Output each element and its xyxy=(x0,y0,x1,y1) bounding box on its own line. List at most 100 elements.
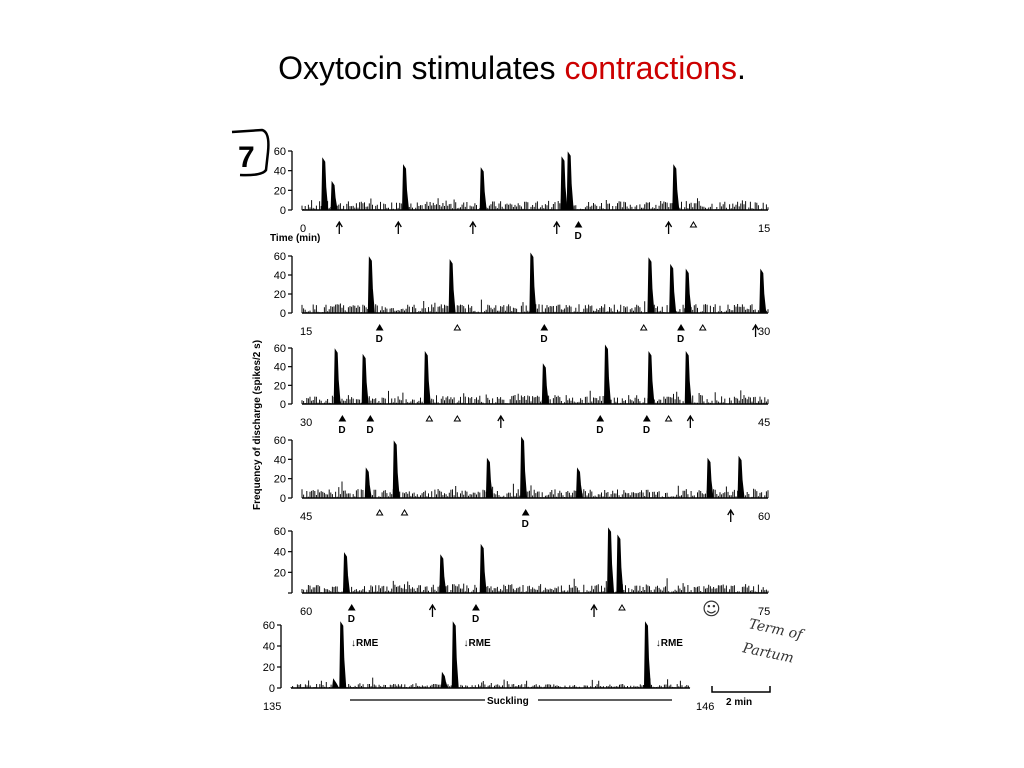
spike-1-5 xyxy=(560,156,568,211)
x-tick-label-start-2: 15 xyxy=(300,326,312,338)
trace-panel-6: 0 20 40 60 135 146 ↓RME ↓RME ↓RME xyxy=(263,620,715,713)
y-tick-label-2-20: 20 xyxy=(274,289,286,301)
slide-title: Oxytocin stimulates contractions. xyxy=(0,50,1024,87)
d-marker-label-3-6: D xyxy=(596,425,603,436)
spike-1-1 xyxy=(321,157,329,211)
trace-panel-3: 0 20 40 60 30 45 D D D D xyxy=(274,343,771,436)
d-marker-label-4-3: D xyxy=(522,519,529,530)
y-tick-label-1-0: 0 xyxy=(280,205,286,217)
y-tick-label-3-40: 40 xyxy=(274,362,286,374)
handwritten-symbol: ☺ xyxy=(702,599,721,620)
filled-triangle-marker-3-1 xyxy=(338,415,347,422)
spike-6-5 xyxy=(643,621,652,689)
baseline-activity-4 xyxy=(301,481,769,498)
x-tick-label-end-3: 45 xyxy=(758,417,770,429)
spike-3-6 xyxy=(647,351,655,405)
arrow-marker-4-4 xyxy=(727,508,735,522)
filled-triangle-marker-2-1 xyxy=(375,324,384,331)
spike-6-4 xyxy=(451,621,459,689)
spike-2-5 xyxy=(669,263,677,314)
filled-triangle-marker-2-3 xyxy=(540,324,549,331)
spike-4-6 xyxy=(706,457,714,499)
spike-5-2 xyxy=(439,554,447,594)
y-tick-label-3-0: 0 xyxy=(280,399,286,411)
y-tick-label-4-0: 0 xyxy=(280,493,286,505)
open-triangle-marker-3-4 xyxy=(453,415,462,422)
open-triangle-marker-4-2 xyxy=(400,509,409,516)
d-marker-label-5-3: D xyxy=(472,614,479,625)
title-text-after: . xyxy=(736,50,746,86)
y-tick-label-3-20: 20 xyxy=(274,380,286,392)
arrow-marker-1-1 xyxy=(335,220,343,234)
arrow-marker-3-5 xyxy=(497,414,505,428)
d-marker-label-2-3: D xyxy=(540,334,547,345)
arrow-marker-5-4 xyxy=(590,603,598,617)
spike-4-3 xyxy=(485,457,493,499)
baseline-activity-5 xyxy=(301,577,769,593)
spike-3-7 xyxy=(684,351,692,405)
panel-number-box xyxy=(231,128,270,177)
y-tick-label-4-20: 20 xyxy=(274,474,286,486)
d-marker-label-3-1: D xyxy=(338,425,345,436)
spike-4-2 xyxy=(392,440,400,499)
x-tick-label-start-3: 30 xyxy=(300,417,312,429)
spike-1-6 xyxy=(566,151,574,211)
rme-annotation-3: ↓RME xyxy=(656,638,684,649)
handwritten-note-line1: Term of xyxy=(747,616,806,644)
rme-annotation-1: ↓RME xyxy=(351,638,379,649)
y-tick-label-5-60: 60 xyxy=(274,526,286,538)
spike-5-1 xyxy=(342,552,351,594)
spike-6-2 xyxy=(339,621,347,689)
y-tick-label-2-0: 0 xyxy=(280,308,286,320)
filled-triangle-marker-1-5 xyxy=(574,221,583,228)
y-tick-label-5-20: 20 xyxy=(274,567,286,579)
spike-2-6 xyxy=(684,268,692,314)
spike-4-1 xyxy=(364,467,372,499)
y-tick-label-2-60: 60 xyxy=(274,251,286,263)
d-marker-label-5-1: D xyxy=(348,614,355,625)
arrow-marker-2-7 xyxy=(752,323,760,337)
d-marker-label-2-5: D xyxy=(677,334,684,345)
arrow-marker-1-3 xyxy=(469,220,477,234)
open-triangle-marker-5-5 xyxy=(618,604,626,611)
x-tick-label-end-6: 146 xyxy=(696,701,714,713)
filled-triangle-marker-2-5 xyxy=(677,324,685,331)
suckling-label: Suckling xyxy=(487,696,529,707)
x-tick-label-start-1: 0 xyxy=(300,223,306,235)
spike-4-4 xyxy=(520,436,528,499)
trace-panel-5: 20 40 60 60 75 D D xyxy=(274,526,771,625)
x-tick-label-start-5: 60 xyxy=(300,606,312,618)
spike-4-7 xyxy=(737,455,745,499)
spike-3-4 xyxy=(541,363,549,405)
filled-triangle-marker-4-3 xyxy=(521,509,530,516)
x-tick-label-start-6: 135 xyxy=(263,701,281,713)
x-tick-label-end-1: 15 xyxy=(758,223,770,235)
x-tick-label-start-4: 45 xyxy=(300,511,312,523)
filled-triangle-marker-5-3 xyxy=(472,604,480,611)
filled-triangle-marker-3-7 xyxy=(642,415,651,422)
filled-triangle-marker-5-1 xyxy=(347,604,356,611)
y-tick-label-5-40: 40 xyxy=(274,547,286,559)
spike-3-3 xyxy=(423,351,431,405)
spike-3-5 xyxy=(603,344,611,405)
baseline-activity-1 xyxy=(301,198,769,210)
spike-1-7 xyxy=(672,164,680,211)
spike-5-5 xyxy=(616,534,624,594)
baseline-activity-3 xyxy=(301,390,769,404)
spike-1-4 xyxy=(479,167,487,211)
y-tick-label-2-40: 40 xyxy=(274,270,286,282)
handwritten-note-line2: Partum xyxy=(740,640,795,667)
filled-triangle-marker-3-2 xyxy=(366,415,375,422)
title-text-before: Oxytocin stimulates xyxy=(278,50,565,86)
open-triangle-marker-2-2 xyxy=(453,324,462,331)
open-triangle-marker-4-1 xyxy=(375,509,384,516)
trace-panel-2: 0 20 40 60 15 30 D D D xyxy=(274,251,771,345)
y-tick-label-6-60: 60 xyxy=(263,620,275,632)
spike-1-2 xyxy=(330,180,338,211)
open-triangle-marker-2-6 xyxy=(698,324,707,331)
spike-2-4 xyxy=(647,257,655,314)
arrow-marker-3-9 xyxy=(686,414,694,428)
arrow-marker-1-2 xyxy=(394,220,402,234)
y-tick-label-1-60: 60 xyxy=(274,146,286,158)
